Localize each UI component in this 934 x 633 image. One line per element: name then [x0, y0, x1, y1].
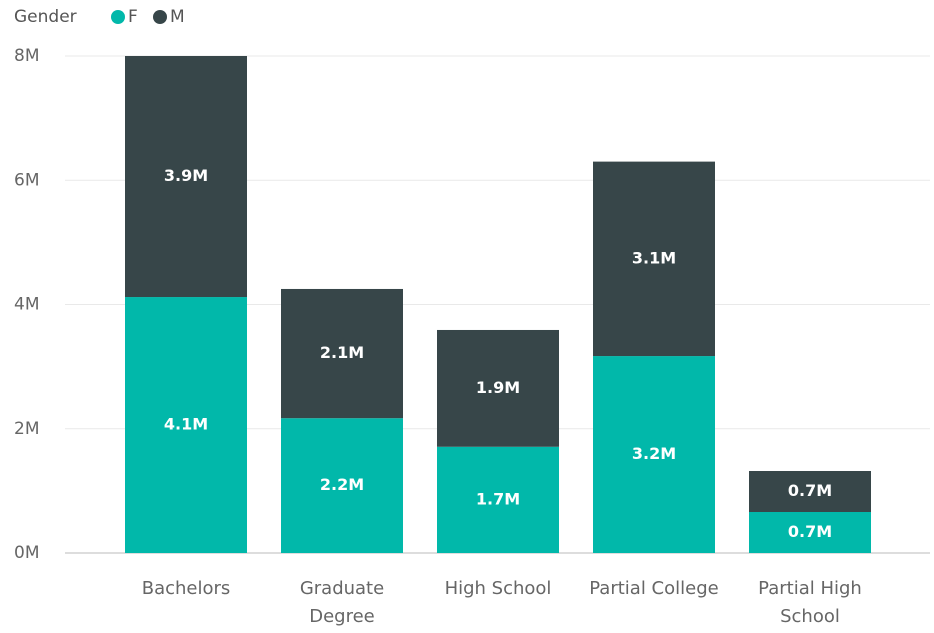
bar-segment: [125, 297, 247, 553]
data-label: 4.1M: [164, 415, 208, 434]
legend-marker: [153, 10, 167, 24]
x-tick-label: Partial College: [589, 578, 719, 599]
y-tick-label: 6M: [14, 170, 39, 190]
data-label: 1.9M: [476, 378, 520, 397]
y-tick-label: 2M: [14, 419, 39, 439]
data-label: 2.1M: [320, 343, 364, 362]
legend-label: M: [170, 7, 185, 27]
y-tick-label: 0M: [14, 543, 39, 563]
data-label: 1.7M: [476, 489, 520, 508]
y-tick-label: 4M: [14, 295, 39, 315]
bar-segment: [593, 356, 715, 553]
x-tick-label: Bachelors: [141, 578, 231, 599]
bar-segment: [281, 288, 403, 419]
x-tick-label: Graduate Degree: [299, 578, 385, 627]
bar-segment: [125, 56, 247, 298]
bar-segment: [437, 446, 559, 553]
bar-segment: [593, 161, 715, 357]
legend-title: Gender: [14, 7, 77, 27]
data-label: 3.2M: [632, 444, 676, 463]
bar-segment: [749, 511, 871, 553]
data-label: 2.2M: [320, 475, 364, 494]
bar-segment: [749, 470, 871, 512]
bar-segment: [437, 329, 559, 447]
legend-label: F: [128, 7, 138, 27]
y-tick-label: 8M: [14, 46, 39, 66]
legend-marker: [111, 10, 125, 24]
x-tick-label: High School: [444, 578, 552, 599]
data-label: 0.7M: [788, 522, 832, 541]
bar-segment: [281, 418, 403, 553]
data-label: 3.1M: [632, 248, 676, 267]
x-tick-label: Partial High School: [758, 578, 862, 627]
data-label: 0.7M: [788, 481, 832, 500]
data-label: 3.9M: [164, 166, 208, 185]
